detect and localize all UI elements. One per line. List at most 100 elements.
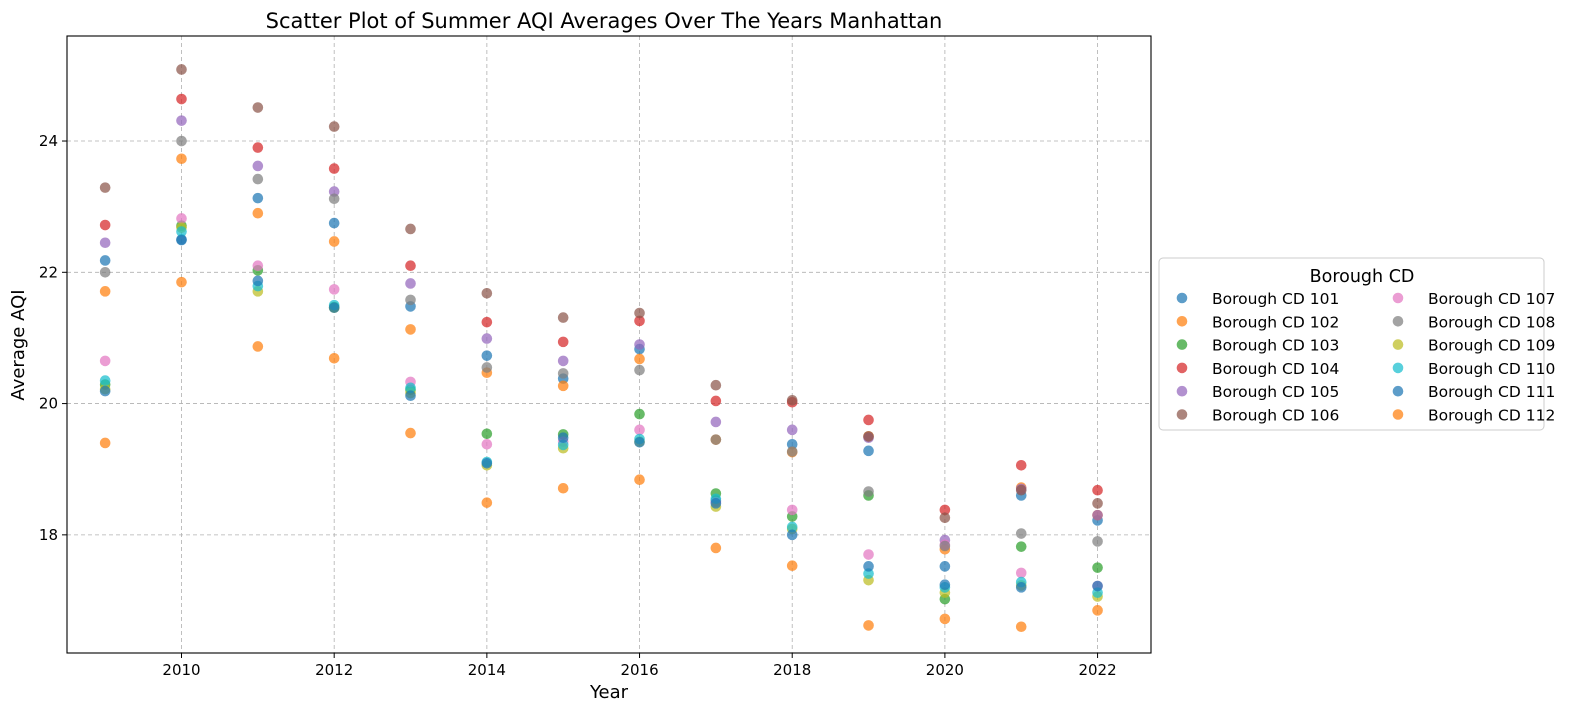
x-tick-label: 2012 bbox=[315, 661, 353, 679]
data-point bbox=[557, 482, 569, 494]
legend-label: Borough CD 105 bbox=[1212, 383, 1339, 401]
data-point bbox=[710, 395, 722, 407]
data-point bbox=[557, 380, 569, 392]
legend-label: Borough CD 107 bbox=[1428, 290, 1555, 308]
legend-marker bbox=[1392, 292, 1404, 304]
data-point bbox=[863, 549, 874, 560]
legend-label: Borough CD 112 bbox=[1428, 407, 1555, 425]
data-point bbox=[99, 375, 111, 386]
legend-label: Borough CD 102 bbox=[1212, 313, 1339, 331]
legend-item: Borough CD 109 bbox=[1392, 337, 1555, 355]
data-point bbox=[99, 437, 111, 449]
data-point bbox=[99, 355, 111, 367]
data-point bbox=[176, 64, 187, 75]
legend-marker bbox=[1392, 362, 1404, 374]
data-point bbox=[1092, 484, 1103, 496]
legend-item: Borough CD 105 bbox=[1176, 383, 1339, 401]
data-point bbox=[1092, 562, 1103, 573]
data-point bbox=[710, 416, 722, 428]
data-point bbox=[328, 193, 340, 205]
x-tick-label: 2020 bbox=[926, 661, 964, 679]
data-point bbox=[939, 579, 951, 591]
data-point bbox=[710, 498, 722, 509]
data-point bbox=[252, 142, 264, 153]
legend-marker bbox=[1392, 339, 1404, 350]
data-point bbox=[634, 307, 645, 319]
chart-title: Scatter Plot of Summer AQI Averages Over… bbox=[266, 9, 943, 33]
data-point bbox=[634, 437, 645, 448]
data-point bbox=[481, 362, 493, 373]
data-point bbox=[1015, 582, 1027, 593]
legend-item: Borough CD 110 bbox=[1392, 360, 1555, 378]
legend-label: Borough CD 110 bbox=[1428, 360, 1555, 378]
data-point bbox=[176, 135, 187, 147]
data-point bbox=[328, 302, 340, 314]
legend-item: Borough CD 104 bbox=[1176, 360, 1339, 378]
y-tick-label: 18 bbox=[39, 526, 58, 544]
series-12 bbox=[99, 276, 1103, 633]
y-tick-label: 20 bbox=[39, 395, 58, 413]
legend-item: Borough CD 101 bbox=[1176, 290, 1339, 308]
data-point bbox=[176, 226, 187, 237]
data-point bbox=[786, 560, 798, 572]
data-point bbox=[1015, 541, 1027, 552]
data-point bbox=[481, 316, 493, 328]
x-tick-label: 2018 bbox=[773, 661, 811, 679]
data-point bbox=[1092, 498, 1103, 509]
legend-label: Borough CD 108 bbox=[1428, 313, 1555, 331]
data-point bbox=[176, 276, 187, 288]
legend-item: Borough CD 106 bbox=[1176, 407, 1339, 425]
data-point bbox=[939, 613, 951, 625]
data-point bbox=[1015, 528, 1027, 539]
data-point bbox=[634, 424, 645, 436]
data-point bbox=[939, 504, 951, 516]
data-point bbox=[481, 458, 493, 469]
data-point bbox=[557, 432, 569, 444]
data-point bbox=[634, 408, 645, 420]
data-point bbox=[1015, 459, 1027, 471]
data-point bbox=[99, 385, 111, 397]
data-points bbox=[99, 64, 1103, 633]
data-point bbox=[99, 182, 111, 193]
x-tick-label: 2022 bbox=[1078, 661, 1116, 679]
y-tick-label: 22 bbox=[39, 263, 58, 281]
data-point bbox=[405, 260, 416, 272]
data-point bbox=[634, 315, 645, 327]
data-point bbox=[786, 446, 798, 457]
data-point bbox=[710, 434, 722, 445]
data-point bbox=[481, 288, 493, 299]
data-point bbox=[328, 352, 340, 364]
data-point bbox=[939, 512, 951, 524]
legend-marker bbox=[1176, 409, 1188, 420]
data-point bbox=[1092, 580, 1103, 592]
data-point bbox=[863, 445, 874, 457]
y-axis-label: Average AQI bbox=[8, 289, 29, 400]
x-tick-label: 2016 bbox=[620, 661, 658, 679]
legend-label: Borough CD 109 bbox=[1428, 337, 1555, 355]
data-point bbox=[328, 236, 340, 247]
legend: Borough CD Borough CD 101 Borough CD 102 B… bbox=[1158, 257, 1555, 431]
legend-box bbox=[1158, 257, 1545, 431]
data-point bbox=[252, 275, 264, 287]
data-point bbox=[252, 192, 264, 204]
data-point bbox=[328, 284, 340, 295]
legend-title: Borough CD bbox=[1310, 267, 1415, 287]
legend-label: Borough CD 101 bbox=[1212, 290, 1339, 308]
series-11 bbox=[99, 234, 1103, 593]
data-point bbox=[252, 173, 264, 185]
data-point bbox=[863, 431, 874, 442]
legend-marker bbox=[1176, 292, 1188, 304]
data-point bbox=[481, 333, 493, 344]
plot-frame bbox=[66, 35, 1152, 654]
y-tick-label: 24 bbox=[39, 132, 58, 150]
data-point bbox=[557, 368, 569, 379]
legend-item: Borough CD 107 bbox=[1392, 290, 1555, 308]
data-point bbox=[252, 102, 264, 113]
data-point bbox=[557, 336, 569, 348]
data-point bbox=[405, 382, 416, 394]
y-axis-ticks: 18 20 22 24 bbox=[39, 132, 67, 544]
data-point bbox=[863, 486, 874, 497]
data-point bbox=[99, 266, 111, 278]
legend-label: Borough CD 104 bbox=[1212, 360, 1339, 378]
